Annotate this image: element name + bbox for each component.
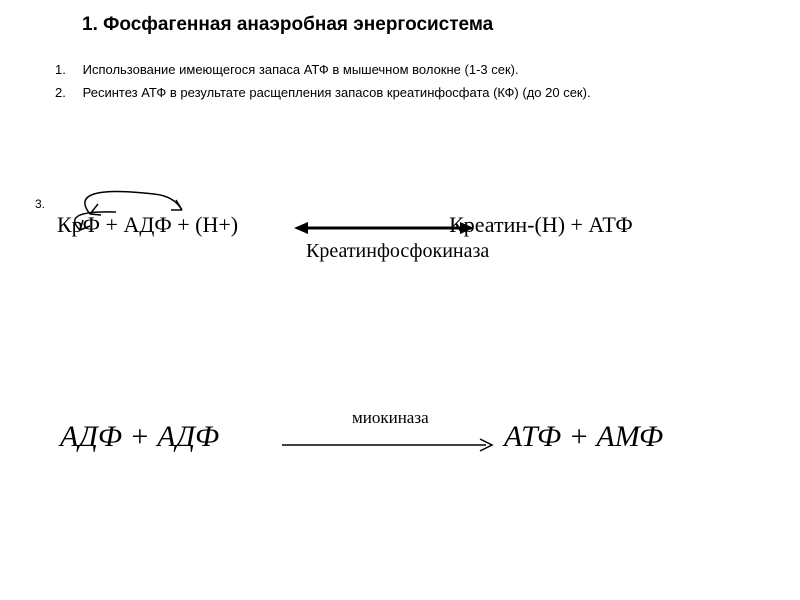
list-number-3: 3.: [35, 197, 45, 211]
list-text-1: Использование имеющегося запаса АТФ в мы…: [83, 62, 519, 77]
reaction1-enzyme: Креатинфосфокиназа: [306, 240, 489, 263]
reaction2-enzyme: миокиназа: [352, 408, 429, 428]
double-arrow-icon: [294, 218, 474, 238]
reaction1-right: Креатин-(Н) + АТФ: [449, 212, 633, 237]
reaction2-left: АДФ + АДФ: [60, 420, 219, 454]
page-title: 1. Фосфагенная анаэробная энергосистема: [82, 14, 493, 36]
right-arrow-icon: [282, 438, 496, 452]
reaction-2: АДФ + АДФ миокиназа АТФ + АМФ: [60, 408, 740, 468]
list-number-2: 2.: [55, 85, 79, 100]
list-number-1: 1.: [55, 62, 79, 77]
list-item-1: 1. Использование имеющегося запаса АТФ в…: [55, 62, 519, 77]
list-item-2: 2. Ресинтез АТФ в результате расщепления…: [55, 85, 591, 100]
list-text-2: Ресинтез АТФ в результате расщепления за…: [83, 85, 591, 100]
reaction2-right: АТФ + АМФ: [504, 420, 663, 454]
reaction-1: КрФ + АДФ + (Н+) Креатин-(Н) + АТФ Креат…: [50, 188, 750, 278]
reaction1-left: КрФ + АДФ + (Н+): [57, 212, 238, 237]
